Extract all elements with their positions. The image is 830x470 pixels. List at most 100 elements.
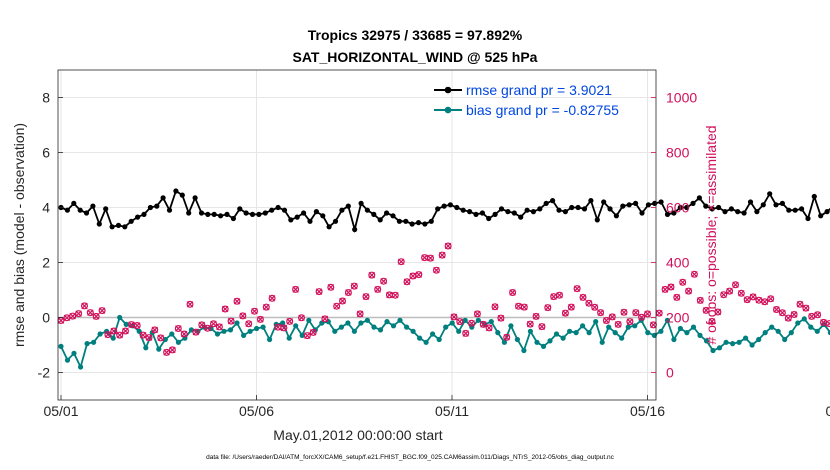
data-point: [104, 331, 112, 339]
legend: rmse grand pr = 3.9021 bias grand pr = -…: [434, 82, 619, 118]
data-point: [560, 335, 566, 341]
data-point: [591, 303, 599, 311]
data-point: [80, 302, 88, 310]
data-point: [307, 218, 313, 224]
data-point: [227, 327, 234, 333]
data-point: [818, 213, 824, 219]
data-point: [156, 346, 162, 352]
data-point: [462, 329, 470, 337]
data-point: [710, 347, 716, 354]
data-point: [64, 357, 71, 363]
data-point: [736, 339, 742, 345]
data-point: [503, 334, 510, 341]
data-point: [227, 317, 235, 325]
data-point: [180, 330, 188, 338]
data-point: [486, 215, 492, 222]
data-point: [690, 200, 696, 206]
data-point: [685, 287, 692, 295]
data-point: [485, 324, 493, 332]
data-point: [491, 303, 499, 311]
x-tick-label: 05/16: [630, 403, 665, 419]
data-point: [767, 191, 773, 197]
data-point: [597, 309, 604, 316]
data-point: [122, 327, 129, 335]
data-point: [121, 327, 129, 335]
data-point: [218, 213, 224, 219]
data-point: [356, 310, 364, 318]
data-point: [741, 210, 747, 216]
data-point: [473, 211, 479, 217]
data-point: [671, 210, 677, 216]
data-point: [808, 324, 814, 330]
data-point: [449, 320, 455, 326]
data-point: [237, 206, 243, 212]
data-point: [92, 313, 100, 320]
data-point: [702, 306, 710, 314]
data-point: [784, 314, 792, 322]
data-point: [561, 309, 569, 317]
data-point: [737, 289, 745, 297]
data-point: [779, 200, 786, 206]
data-point: [227, 317, 235, 325]
data-point: [110, 327, 118, 335]
data-point: [78, 364, 84, 370]
data-point: [602, 317, 610, 325]
data-point: [485, 324, 493, 332]
data-point: [691, 271, 698, 278]
data-point: [174, 325, 182, 333]
data-point: [332, 218, 339, 224]
data-point: [708, 317, 716, 325]
data-point: [92, 312, 100, 320]
data-point: [186, 301, 194, 308]
chart-subtitle: SAT_HORIZONTAL_WIND @ 525 hPa: [293, 49, 538, 65]
data-point: [110, 335, 116, 341]
data-point: [731, 281, 739, 289]
data-point: [315, 288, 323, 296]
data-point: [371, 211, 377, 217]
data-point: [87, 309, 94, 316]
data-point: [133, 322, 141, 330]
data-point: [128, 321, 135, 328]
data-point: [249, 211, 256, 217]
data-point: [792, 207, 798, 213]
data-point: [339, 297, 347, 305]
series-1: [58, 314, 830, 370]
data-point: [104, 331, 112, 338]
y2-tick-label: 0: [666, 365, 674, 381]
data-point: [211, 211, 217, 217]
series-0: [58, 188, 830, 234]
data-point: [626, 202, 632, 208]
data-point: [97, 331, 103, 337]
y-axis-right: 0 200 400 600 800 1000: [651, 90, 697, 381]
data-point: [374, 285, 382, 293]
data-point: [198, 321, 206, 329]
y2-tick-label: 1000: [666, 90, 697, 106]
data-point: [280, 320, 286, 326]
data-point: [532, 313, 540, 320]
y-tick-label: 0: [42, 310, 50, 326]
data-point: [143, 345, 149, 351]
data-point: [543, 200, 549, 206]
data-point: [151, 326, 159, 334]
data-point: [380, 277, 387, 285]
data-point: [796, 301, 804, 308]
data-point: [294, 214, 300, 220]
data-point: [811, 193, 817, 200]
data-point: [550, 198, 556, 204]
data-point: [432, 266, 440, 274]
data-point: [579, 294, 587, 301]
data-point: [116, 331, 123, 339]
data-point: [697, 332, 703, 338]
data-point: [345, 203, 351, 209]
data-point: [749, 293, 757, 301]
y2-tick-label: 600: [666, 200, 690, 216]
data-point: [460, 207, 466, 213]
data-point: [722, 209, 728, 215]
data-point: [392, 291, 399, 299]
data-point: [723, 339, 729, 345]
data-point: [327, 283, 335, 291]
data-point: [524, 207, 530, 213]
data-point: [492, 211, 498, 217]
data-point: [650, 321, 657, 329]
data-point: [585, 299, 593, 307]
